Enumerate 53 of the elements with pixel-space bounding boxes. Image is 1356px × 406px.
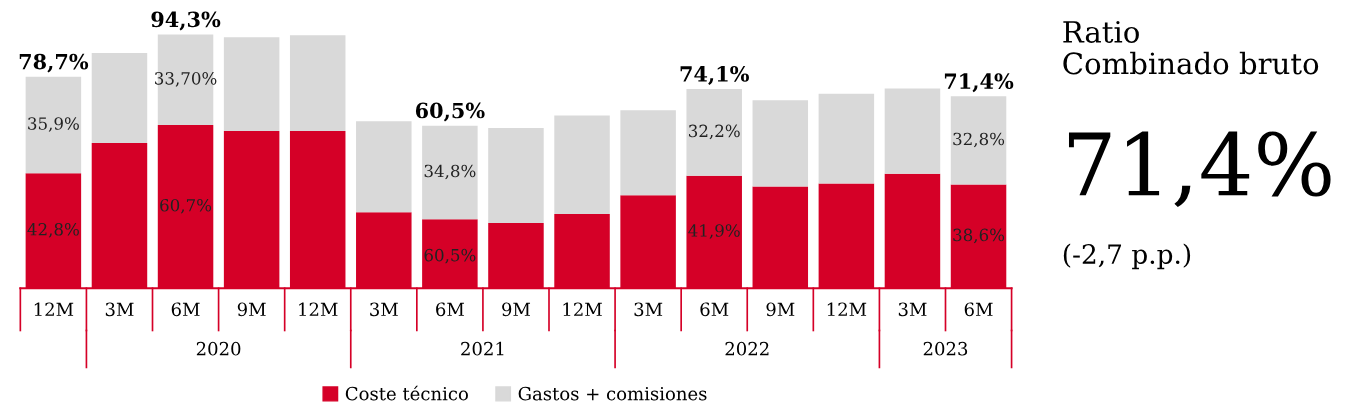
text: 2022 [725, 341, 769, 356]
x-tick-label: 3M [634, 302, 663, 317]
total-label: 71,4% [944, 73, 1014, 93]
data-label: 32,8% [953, 132, 1005, 148]
data-label: 32,2% [689, 124, 740, 140]
x-tick-label: 12M [827, 302, 867, 316]
total-label: 60,5% [415, 102, 485, 122]
x-tick-label: 6M [964, 302, 993, 317]
data-label: 35,9% [28, 117, 79, 132]
data-label: 41,9% [688, 224, 740, 239]
data-label: 60,7% [160, 198, 212, 214]
x-tick-label: 3M [370, 302, 398, 317]
bar [223, 37, 280, 132]
legend-label: Coste técnico [345, 385, 468, 401]
bar [91, 53, 148, 144]
text: 2020 [196, 341, 241, 356]
bar [620, 110, 676, 196]
text: 2023 [923, 341, 968, 356]
bar [422, 125, 478, 220]
bar [356, 121, 412, 213]
data-label: 38,6% [953, 228, 1005, 244]
legend-label: Gastos + comisiones [518, 386, 707, 401]
text: 2021 [461, 341, 504, 356]
data-label: 34,8% [424, 164, 476, 180]
text: Ratio Combinado bruto [1063, 21, 1319, 75]
text: 71,4% [1068, 131, 1331, 208]
annotation: 60,5% [424, 248, 476, 264]
bar [752, 100, 809, 187]
text: (-2,7 p.p.) [1063, 243, 1191, 270]
bar [818, 93, 875, 184]
bar [289, 35, 346, 132]
bar [884, 88, 941, 174]
x-tick-label: 3M [105, 302, 134, 317]
bar [686, 89, 742, 176]
x-tick-label: 9M [766, 302, 795, 317]
x-tick-label: 3M [898, 302, 927, 317]
x-tick-label: 9M [237, 302, 266, 317]
bar [488, 128, 544, 223]
bar [950, 96, 1007, 185]
x-tick-label: 6M [700, 302, 729, 317]
x-tick-label: 9M [502, 302, 531, 317]
x-tick-label: 6M [171, 302, 200, 317]
x-tick-label: 12M [34, 302, 74, 316]
bar [25, 76, 82, 174]
x-tick-label: 12M [563, 302, 602, 316]
x-tick-label: 12M [299, 302, 338, 316]
data-label: 33,70% [155, 72, 217, 87]
total-label: 94,3% [151, 11, 221, 31]
bar [554, 115, 610, 215]
x-tick-label: 6M [436, 302, 464, 317]
data-label: 42,8% [27, 222, 79, 238]
total-label: 78,7% [19, 53, 89, 73]
total-label: 74,1% [680, 66, 749, 85]
